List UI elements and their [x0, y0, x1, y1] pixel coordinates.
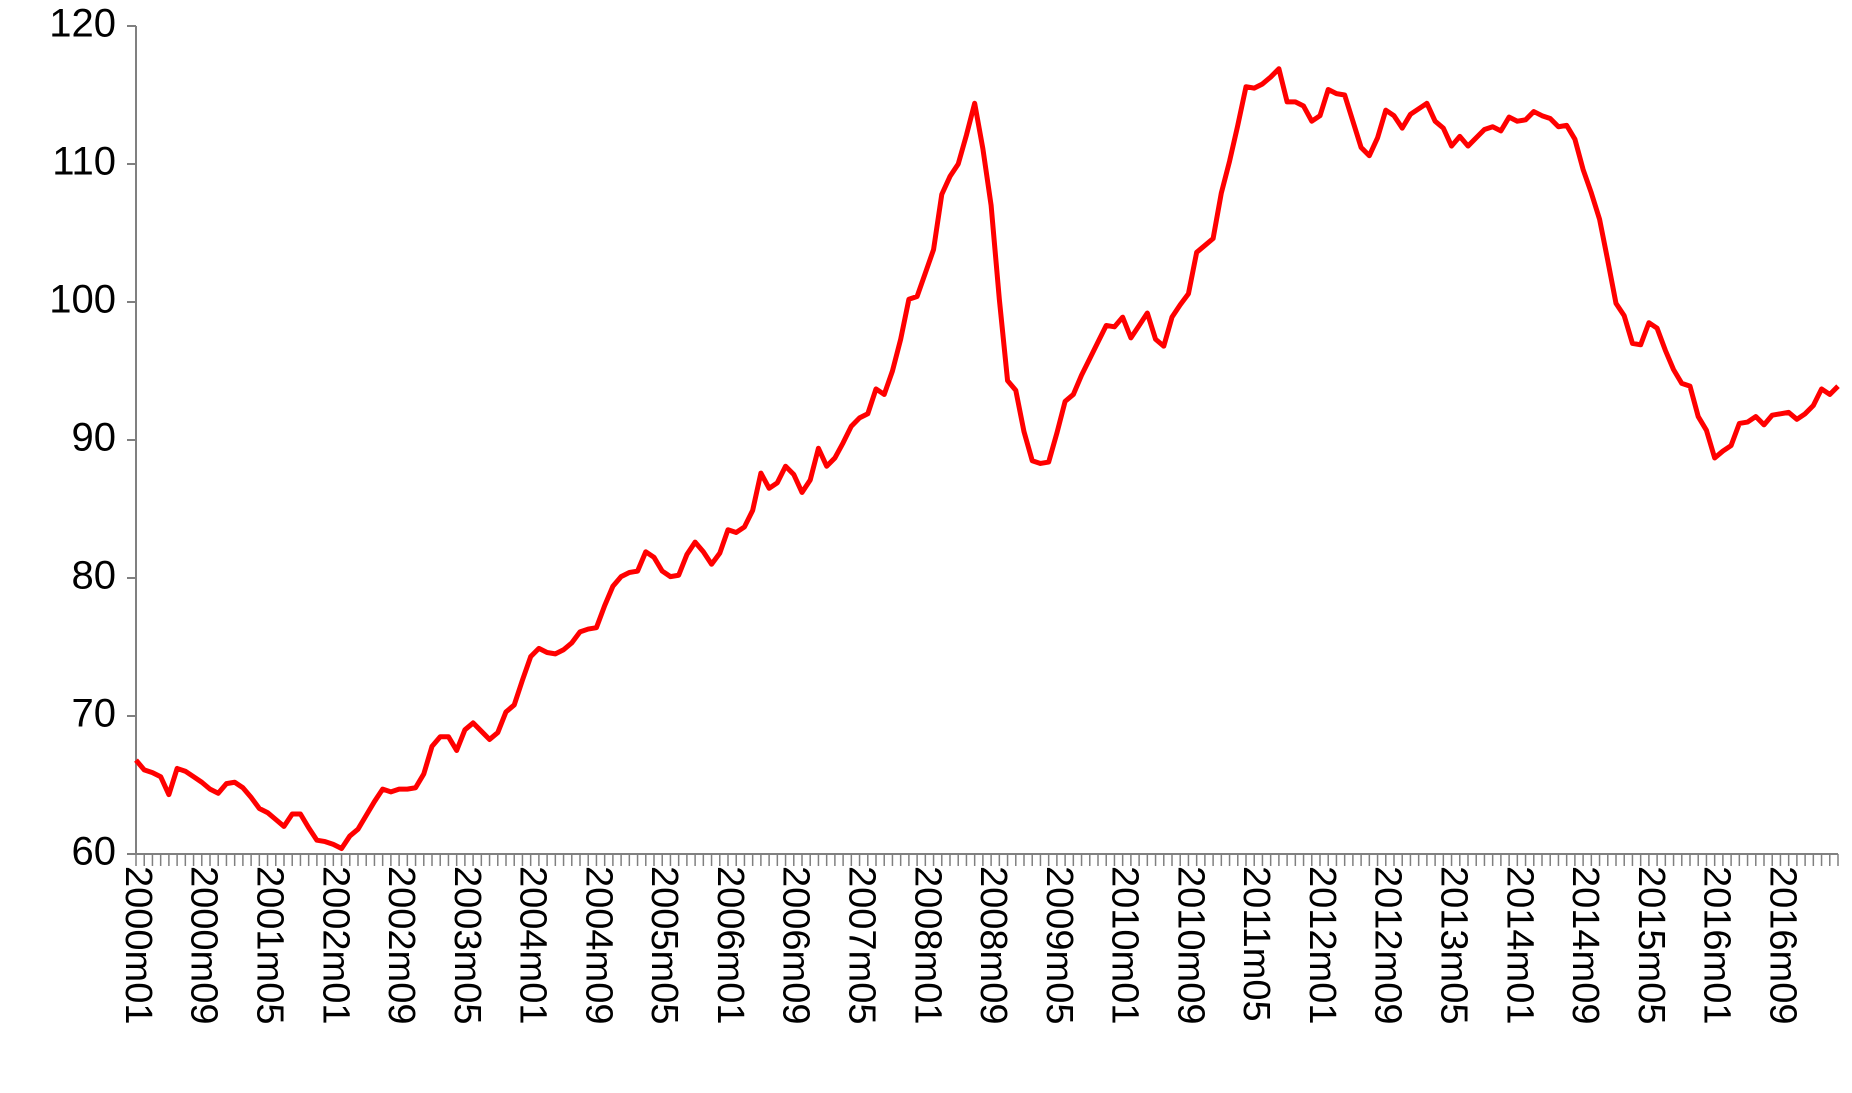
x-tick-label: 2016m01 — [1696, 866, 1738, 1024]
x-tick-label: 2012m01 — [1301, 866, 1343, 1024]
y-tick-label: 90 — [72, 416, 117, 460]
x-tick-label: 2006m01 — [709, 866, 751, 1024]
x-tick-label: 2000m01 — [117, 866, 159, 1024]
y-tick-label: 70 — [72, 692, 117, 736]
x-tick-label: 2015m05 — [1630, 866, 1672, 1024]
y-tick-label: 80 — [72, 554, 117, 598]
x-tick-label: 2010m09 — [1169, 866, 1211, 1024]
x-tick-label: 2014m01 — [1498, 866, 1540, 1024]
y-tick-label: 100 — [49, 278, 116, 322]
y-tick-label: 120 — [49, 2, 116, 46]
y-tick-label: 60 — [72, 830, 117, 874]
x-tick-label: 2001m05 — [249, 866, 291, 1024]
x-tick-label: 2011m05 — [1235, 866, 1277, 1022]
x-tick-label: 2007m05 — [841, 866, 883, 1024]
x-tick-label: 2012m09 — [1367, 866, 1409, 1024]
x-tick-label: 2010m01 — [1104, 866, 1146, 1024]
x-tick-label: 2006m09 — [775, 866, 817, 1024]
x-tick-label: 2008m09 — [972, 866, 1014, 1024]
x-tick-label: 2000m09 — [183, 866, 225, 1024]
x-tick-label: 2004m01 — [512, 866, 554, 1024]
data-line — [134, 66, 1840, 851]
x-tick-label: 2002m01 — [314, 866, 356, 1024]
x-tick-label: 2004m09 — [577, 866, 619, 1024]
x-tick-label: 2014m09 — [1564, 866, 1606, 1024]
x-tick-label: 2009m05 — [1038, 866, 1080, 1024]
x-tick-label: 2003m05 — [446, 866, 488, 1024]
x-tick-label: 2002m09 — [380, 866, 422, 1024]
x-tick-label: 2005m05 — [643, 866, 685, 1024]
y-tick-label: 110 — [52, 140, 116, 184]
x-tick-label: 2008m01 — [906, 866, 948, 1024]
x-tick-label: 2013m05 — [1433, 866, 1475, 1024]
x-tick-label: 2016m09 — [1761, 866, 1803, 1024]
